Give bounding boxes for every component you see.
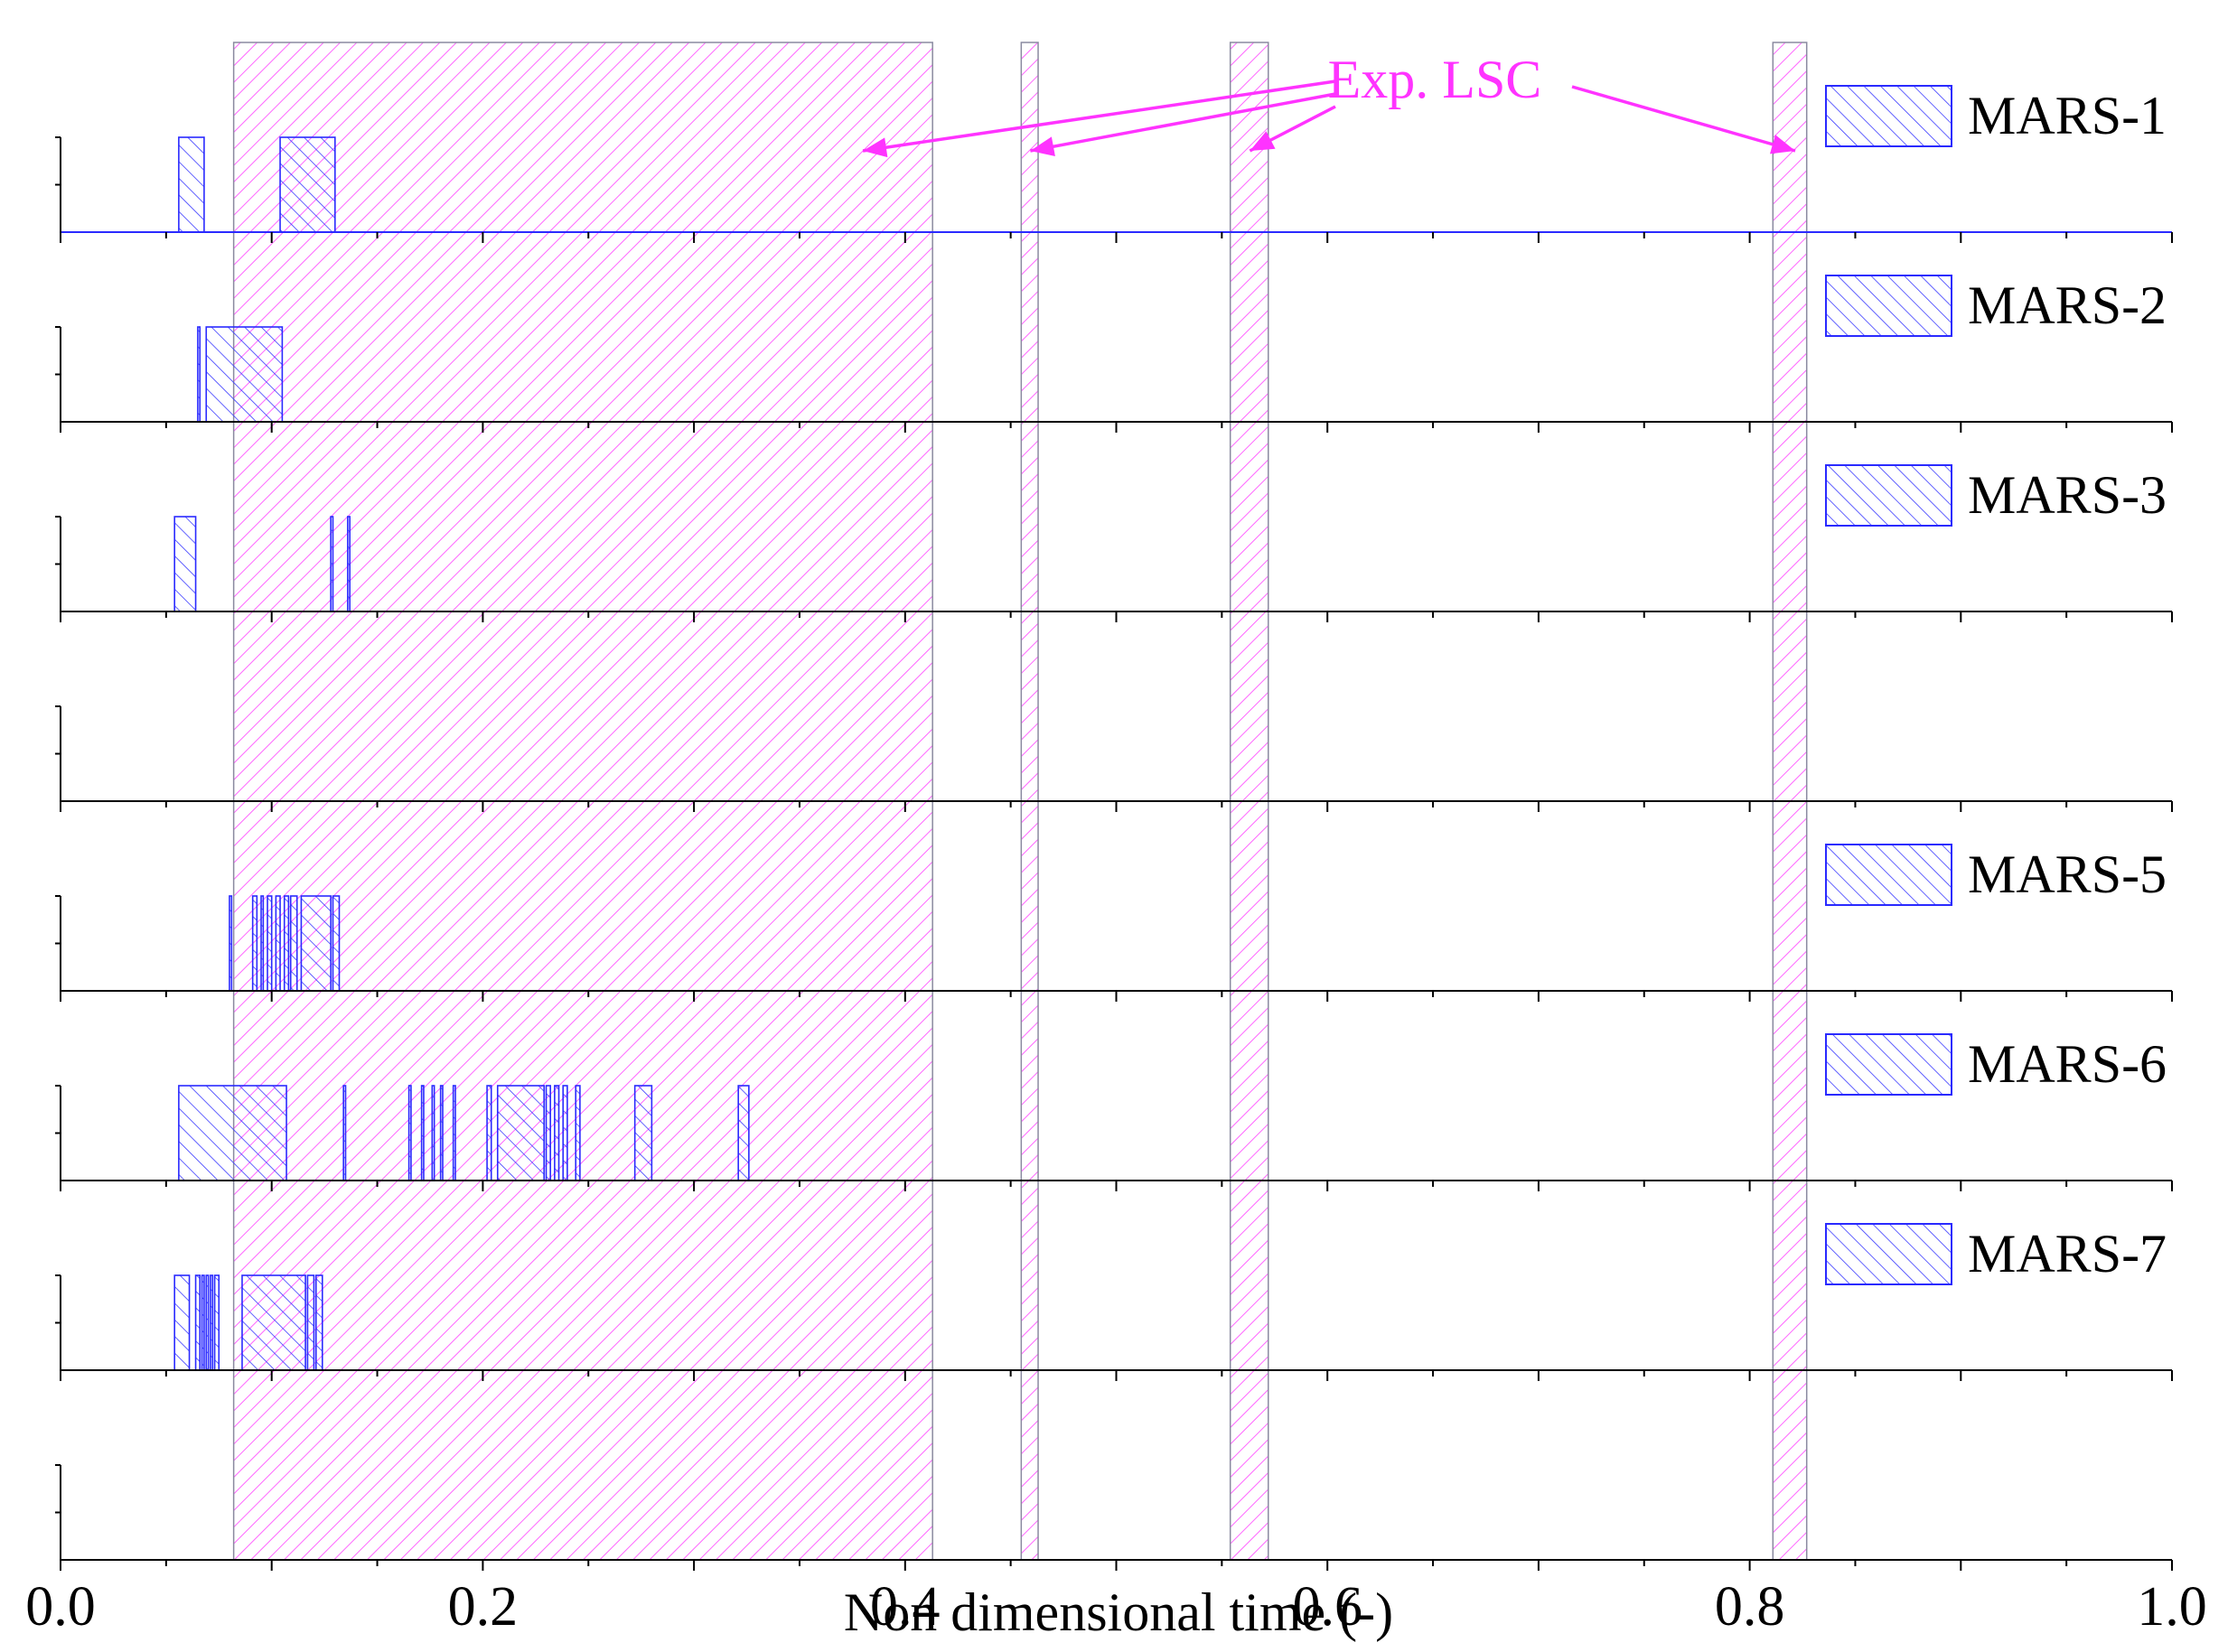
sim-lsc-interval-row6-6 (439, 1085, 444, 1181)
x-tick-label-4: 0.8 (1715, 1576, 1785, 1638)
legend-layer: MARS-1 MARS-2 MARS-3 MARS-5 MARS-6 MARS-7 (1825, 85, 2167, 1285)
x-axis-title: Non dimensional time (-) (844, 1582, 1393, 1642)
sim-lsc-interval-row2-1 (197, 326, 201, 423)
sim-lsc-interval-row5-1 (229, 895, 233, 992)
sim-lsc-interval-row7-3 (201, 1274, 205, 1371)
x-tick-label-3: 0.6 (1292, 1576, 1362, 1638)
exp-lsc-arrow-head-2 (1030, 136, 1055, 157)
legend-swatch-row7 (1825, 1223, 1952, 1285)
sim-lsc-interval-row7-6 (213, 1274, 220, 1371)
legend-label-row5: MARS-5 (1968, 845, 2167, 904)
sim-lsc-interval-row7-7 (241, 1274, 306, 1371)
sim-lsc-interval-row6-2 (342, 1085, 347, 1181)
sim-lsc-interval-row7-1 (173, 1274, 191, 1371)
sim-lsc-interval-row5-7 (289, 895, 298, 992)
exp-lsc-annotation: Exp. LSC (862, 50, 1796, 158)
sim-lsc-interval-row5-9 (332, 895, 341, 992)
sim-lsc-interval-row2-2 (205, 326, 284, 423)
sim-lsc-interval-row6-9 (496, 1085, 545, 1181)
exp-lsc-arrow-line-1 (862, 79, 1336, 153)
sim-lsc-interval-row5-6 (283, 895, 290, 992)
exp-lsc-arrow-line-4 (1571, 85, 1796, 153)
sim-lsc-interval-row3-3 (347, 516, 351, 612)
sim-lsc-interval-row7-2 (194, 1274, 201, 1371)
x-tick-label-5: 1.0 (2137, 1576, 2207, 1638)
sim-lsc-interval-row6-3 (407, 1085, 412, 1181)
exp-lsc-arrow-head-4 (1769, 135, 1796, 154)
exp-lsc-arrow-head-3 (1250, 131, 1276, 151)
sim-lsc-interval-row6-14 (633, 1085, 653, 1181)
sim-lsc-interval-row6-11 (554, 1085, 560, 1181)
legend-swatch-row6 (1825, 1033, 1952, 1096)
sim-lsc-interval-row3-2 (330, 516, 334, 612)
legend-label-row7: MARS-7 (1968, 1224, 2167, 1283)
legend-swatch-row1 (1825, 85, 1952, 147)
legend-label-row3: MARS-3 (1968, 465, 2167, 525)
sim-lsc-interval-row7-9 (314, 1274, 323, 1371)
sim-lsc-interval-row6-12 (562, 1085, 568, 1181)
legend-label-row2: MARS-2 (1968, 275, 2167, 335)
x-tick-label-0: 0.0 (25, 1576, 96, 1638)
sim-lsc-interval-row6-13 (575, 1085, 581, 1181)
sim-lsc-interval-row6-8 (486, 1085, 492, 1181)
sim-lsc-interval-row7-4 (205, 1274, 210, 1371)
legend-label-row1: MARS-1 (1968, 86, 2167, 145)
sim-lsc-interval-row5-2 (251, 895, 258, 992)
exp-lsc-arrow-head-1 (863, 137, 888, 158)
sim-lsc-interval-row6-1 (178, 1085, 287, 1181)
sim-lsc-interval-row5-4 (267, 895, 273, 992)
exp-lsc-arrow-line-2 (1030, 92, 1336, 153)
sim-lsc-interval-row6-5 (431, 1085, 435, 1181)
exp-lsc-label: Exp. LSC (1328, 50, 1542, 109)
sim-lsc-interval-row5-3 (260, 895, 265, 992)
axes-layer: 0.0 0.2 0.4 0.6 0.8 1.0 (25, 136, 2207, 1638)
x-tick-label-1: 0.2 (448, 1576, 519, 1638)
x-tick-label-2: 0.4 (870, 1576, 941, 1638)
sim-lsc-interval-row3-1 (173, 516, 197, 612)
sim-lsc-interval-row1-2 (279, 136, 336, 233)
sim-lsc-interval-row1-1 (178, 136, 205, 233)
legend-swatch-row2 (1825, 275, 1952, 337)
legend-label-row6: MARS-6 (1968, 1034, 2167, 1094)
sim-lsc-interval-row6-4 (420, 1085, 425, 1181)
sim-lsc-interval-row6-10 (545, 1085, 551, 1181)
sim-lsc-interval-row6-15 (737, 1085, 750, 1181)
sim-lsc-interval-row5-8 (300, 895, 332, 992)
sim-lsc-interval-row7-5 (210, 1274, 214, 1371)
simulation-layer (173, 136, 750, 1371)
legend-swatch-row5 (1825, 844, 1952, 906)
legend-swatch-row3 (1825, 464, 1952, 527)
sim-lsc-interval-row7-8 (306, 1274, 315, 1371)
sim-lsc-interval-row6-7 (452, 1085, 456, 1181)
sim-lsc-interval-row5-5 (275, 895, 281, 992)
